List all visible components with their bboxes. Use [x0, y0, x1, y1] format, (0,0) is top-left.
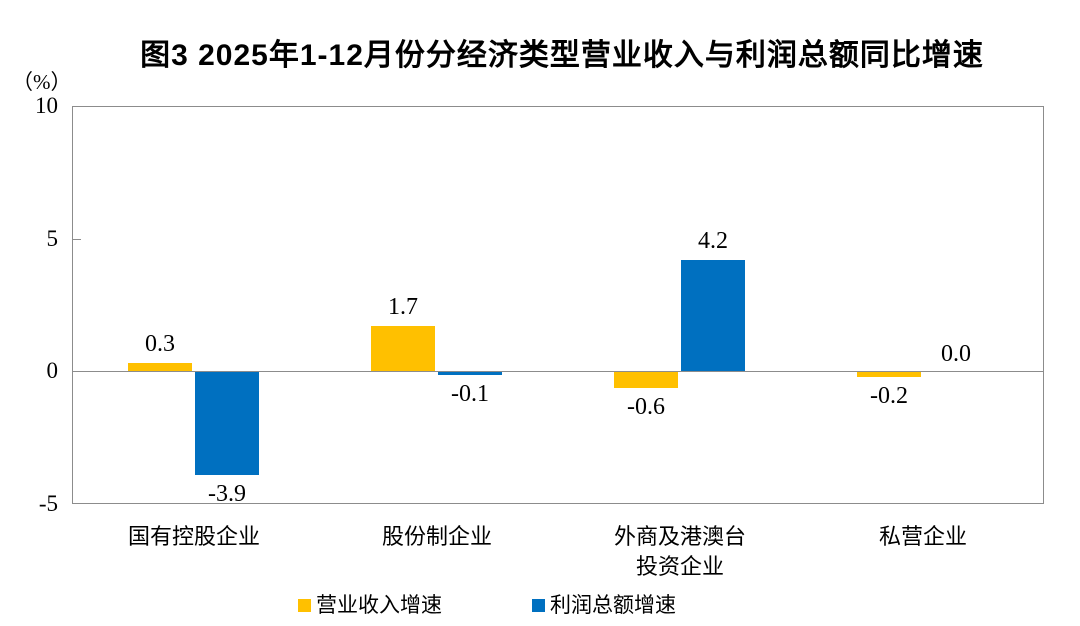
x-axis-label-line: 投资企业	[635, 554, 724, 579]
legend-item-profit: 利润总额增速	[532, 592, 676, 618]
legend-label: 营业收入增速	[316, 593, 442, 617]
y-axis-tick-label: -5	[38, 491, 58, 516]
bar-value-label: 1.7	[388, 294, 418, 320]
y-axis-tick-label: 0	[46, 358, 59, 383]
bar-value-label: 4.2	[698, 228, 728, 254]
y-axis-tick-label: 10	[35, 93, 58, 118]
bar-profit-cat1	[195, 372, 259, 475]
x-axis-label-cat4: 私营企业	[793, 522, 1053, 552]
legend-label: 利润总额增速	[550, 593, 676, 617]
bar-value-label: 0.3	[145, 331, 175, 357]
legend-item-revenue: 营业收入增速	[298, 592, 442, 618]
bar-value-label: -0.1	[451, 381, 489, 407]
x-axis-label-line: 外商及港澳台	[613, 524, 746, 549]
bar-revenue-cat2	[371, 326, 435, 371]
bar-revenue-cat3	[614, 372, 678, 388]
bar-revenue-cat4	[857, 372, 921, 377]
y-axis-tick-label: 5	[46, 226, 59, 251]
legend-swatch-icon	[298, 598, 311, 612]
bar-value-label: -3.9	[208, 481, 246, 507]
y-axis-tick-mark	[73, 239, 81, 240]
bar-profit-cat2	[438, 372, 502, 375]
x-axis-label-line: 股份制企业	[381, 524, 492, 549]
bar-value-label: -0.6	[627, 394, 665, 420]
x-axis-label-line: 国有控股企业	[127, 524, 260, 549]
x-axis-label-cat2: 股份制企业	[307, 522, 567, 552]
x-axis-label-cat1: 国有控股企业	[64, 522, 324, 552]
y-axis-unit-label: （%）	[12, 70, 72, 94]
bar-revenue-cat1	[128, 363, 192, 371]
chart-title: 图3 2025年1-12月份分经济类型营业收入与利润总额同比增速	[140, 39, 984, 72]
zero-axis-line	[72, 371, 1044, 372]
bar-value-label: 0.0	[941, 341, 971, 367]
x-axis-label-cat3: 外商及港澳台 投资企业	[550, 522, 810, 582]
bar-profit-cat3	[681, 260, 745, 371]
legend-swatch-icon	[532, 598, 545, 612]
x-axis-label-line: 私营企业	[878, 524, 967, 549]
bar-value-label: -0.2	[870, 383, 908, 409]
